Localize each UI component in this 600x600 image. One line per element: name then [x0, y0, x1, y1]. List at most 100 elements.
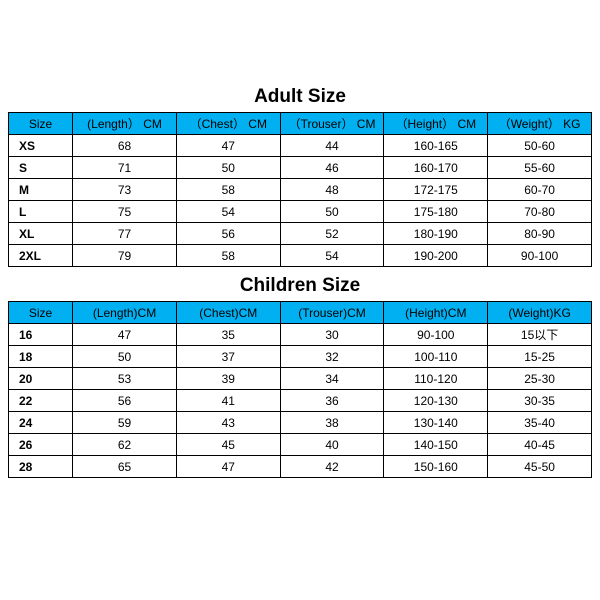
col-header: Size — [9, 113, 73, 135]
data-cell: 150-160 — [384, 456, 488, 478]
data-cell: 52 — [280, 223, 384, 245]
data-cell: 47 — [176, 135, 280, 157]
size-cell: L — [9, 201, 73, 223]
children-size-section: Children Size Size (Length)CM (Chest)CM … — [8, 269, 592, 478]
size-cell: 20 — [9, 368, 73, 390]
size-cell: M — [9, 179, 73, 201]
data-cell: 60-70 — [488, 179, 592, 201]
data-cell: 25-30 — [488, 368, 592, 390]
size-cell: XS — [9, 135, 73, 157]
table-row: 18503732100-11015-25 — [9, 346, 592, 368]
table-row: 24594338130-14035-40 — [9, 412, 592, 434]
data-cell: 37 — [176, 346, 280, 368]
data-cell: 56 — [73, 390, 177, 412]
adult-size-table: Size (Length） CM （Chest） CM （Trouser） CM… — [8, 112, 592, 267]
data-cell: 172-175 — [384, 179, 488, 201]
col-header: （Height） CM — [384, 113, 488, 135]
data-cell: 160-170 — [384, 157, 488, 179]
data-cell: 73 — [73, 179, 177, 201]
data-cell: 56 — [176, 223, 280, 245]
data-cell: 35-40 — [488, 412, 592, 434]
col-header: Size — [9, 302, 73, 324]
data-cell: 130-140 — [384, 412, 488, 434]
adult-header-row: Size (Length） CM （Chest） CM （Trouser） CM… — [9, 113, 592, 135]
data-cell: 77 — [73, 223, 177, 245]
data-cell: 80-90 — [488, 223, 592, 245]
size-cell: 26 — [9, 434, 73, 456]
col-header: (Chest)CM — [176, 302, 280, 324]
data-cell: 39 — [176, 368, 280, 390]
table-row: L755450175-18070-80 — [9, 201, 592, 223]
table-row: XL775652180-19080-90 — [9, 223, 592, 245]
data-cell: 180-190 — [384, 223, 488, 245]
data-cell: 110-120 — [384, 368, 488, 390]
data-cell: 65 — [73, 456, 177, 478]
data-cell: 54 — [280, 245, 384, 267]
table-row: 20533934110-12025-30 — [9, 368, 592, 390]
data-cell: 30 — [280, 324, 384, 346]
data-cell: 30-35 — [488, 390, 592, 412]
data-cell: 59 — [73, 412, 177, 434]
col-header: （Trouser） CM — [280, 113, 384, 135]
data-cell: 140-150 — [384, 434, 488, 456]
data-cell: 53 — [73, 368, 177, 390]
data-cell: 43 — [176, 412, 280, 434]
children-tbody: 1647353090-10015以下18503732100-11015-2520… — [9, 324, 592, 478]
adult-title: Adult Size — [8, 80, 592, 112]
data-cell: 58 — [176, 179, 280, 201]
col-header: (Length)CM — [73, 302, 177, 324]
size-cell: XL — [9, 223, 73, 245]
data-cell: 40 — [280, 434, 384, 456]
col-header: (Weight)KG — [488, 302, 592, 324]
data-cell: 71 — [73, 157, 177, 179]
data-cell: 36 — [280, 390, 384, 412]
table-row: S715046160-17055-60 — [9, 157, 592, 179]
table-row: 22564136120-13030-35 — [9, 390, 592, 412]
col-header: (Height)CM — [384, 302, 488, 324]
table-row: 28654742150-16045-50 — [9, 456, 592, 478]
data-cell: 190-200 — [384, 245, 488, 267]
data-cell: 32 — [280, 346, 384, 368]
children-size-table: Size (Length)CM (Chest)CM (Trouser)CM (H… — [8, 301, 592, 478]
children-title: Children Size — [8, 269, 592, 301]
data-cell: 50-60 — [488, 135, 592, 157]
size-cell: 28 — [9, 456, 73, 478]
adult-tbody: XS684744160-16550-60S715046160-17055-60M… — [9, 135, 592, 267]
data-cell: 41 — [176, 390, 280, 412]
children-header-row: Size (Length)CM (Chest)CM (Trouser)CM (H… — [9, 302, 592, 324]
adult-size-section: Adult Size Size (Length） CM （Chest） CM （… — [8, 80, 592, 267]
size-cell: S — [9, 157, 73, 179]
data-cell: 175-180 — [384, 201, 488, 223]
col-header: (Trouser)CM — [280, 302, 384, 324]
data-cell: 79 — [73, 245, 177, 267]
col-header: （Chest） CM — [176, 113, 280, 135]
data-cell: 50 — [176, 157, 280, 179]
table-row: 26624540140-15040-45 — [9, 434, 592, 456]
data-cell: 45-50 — [488, 456, 592, 478]
data-cell: 47 — [73, 324, 177, 346]
size-cell: 24 — [9, 412, 73, 434]
size-cell: 16 — [9, 324, 73, 346]
data-cell: 120-130 — [384, 390, 488, 412]
data-cell: 90-100 — [488, 245, 592, 267]
data-cell: 46 — [280, 157, 384, 179]
data-cell: 160-165 — [384, 135, 488, 157]
data-cell: 50 — [280, 201, 384, 223]
data-cell: 35 — [176, 324, 280, 346]
table-row: 1647353090-10015以下 — [9, 324, 592, 346]
data-cell: 48 — [280, 179, 384, 201]
size-cell: 18 — [9, 346, 73, 368]
table-row: M735848172-17560-70 — [9, 179, 592, 201]
data-cell: 90-100 — [384, 324, 488, 346]
data-cell: 55-60 — [488, 157, 592, 179]
data-cell: 75 — [73, 201, 177, 223]
data-cell: 45 — [176, 434, 280, 456]
col-header: (Length） CM — [73, 113, 177, 135]
data-cell: 34 — [280, 368, 384, 390]
data-cell: 40-45 — [488, 434, 592, 456]
data-cell: 15以下 — [488, 324, 592, 346]
data-cell: 100-110 — [384, 346, 488, 368]
data-cell: 50 — [73, 346, 177, 368]
data-cell: 54 — [176, 201, 280, 223]
col-header: （Weight） KG — [488, 113, 592, 135]
